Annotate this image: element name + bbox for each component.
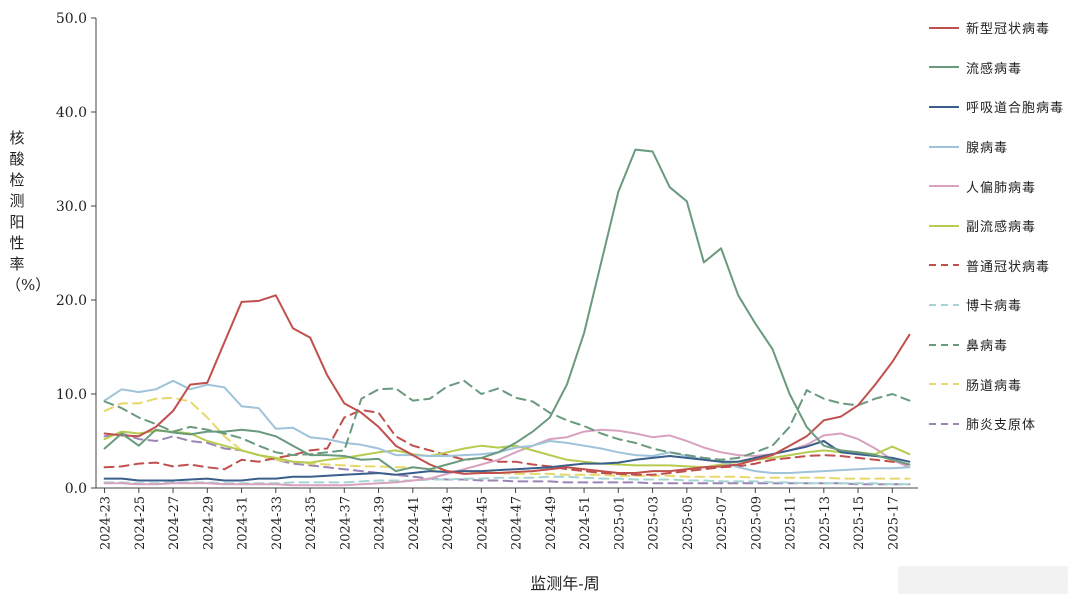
legend-item: 人偏肺病毒	[928, 166, 1078, 206]
x-tick-label: 2025-05	[681, 496, 696, 550]
legend-swatch	[929, 264, 959, 267]
legend-label: 肠道病毒	[966, 378, 1023, 394]
x-tick-label: 2024-37	[338, 496, 353, 550]
legend-swatch	[929, 383, 959, 386]
x-tick-label: 2025-03	[647, 496, 662, 550]
legend-label: 新型冠状病毒	[966, 22, 1051, 38]
x-tick-label: 2024-33	[270, 496, 285, 550]
legend-swatch	[929, 26, 959, 29]
legend-label: 博卡病毒	[966, 299, 1023, 315]
legend-label: 鼻病毒	[966, 339, 1009, 355]
legend-swatch	[929, 224, 959, 227]
series-line-9	[103, 379, 911, 461]
series-line-2	[103, 148, 911, 473]
legend-item: 鼻病毒	[928, 325, 1078, 365]
legend-swatch	[929, 185, 959, 188]
x-tick-label: 2024-35	[304, 496, 319, 550]
y-axis-title: 核酸检测阳性率（%）	[6, 129, 51, 294]
legend-swatch	[929, 422, 959, 425]
x-tick-label: 2024-31	[236, 496, 251, 550]
legend-label: 人偏肺病毒	[966, 180, 1037, 196]
x-tick-label: 2024-45	[475, 496, 490, 550]
chart-legend: 新型冠状病毒 流感病毒呼吸道合胞病毒 腺病毒人偏肺病毒副流感病毒普通冠状病毒 博卡病毒…	[928, 8, 1078, 444]
legend-item: 呼吸道合胞病毒	[928, 87, 1078, 127]
y-tick-label: 30.0	[56, 199, 87, 215]
legend-label: 肺炎支原体	[966, 418, 1037, 434]
y-tick-label: 40.0	[56, 105, 87, 121]
legend-item: 新型冠状病毒	[928, 8, 1078, 48]
series-line-4	[103, 379, 911, 474]
x-tick-label: 2025-01	[612, 496, 627, 550]
legend-swatch	[929, 303, 959, 306]
x-tick-label: 2025-15	[852, 496, 867, 550]
chart-axes: 0.0 10.0 20.0 30.0 40.0 50.0 2024-23 2024-25 202…	[56, 11, 918, 550]
legend-label: 腺病毒	[966, 141, 1009, 157]
legend-item: 肠道病毒	[928, 364, 1078, 404]
x-tick-label: 2025-11	[784, 496, 799, 550]
y-tick-label: 50.0	[56, 11, 87, 27]
x-tick-label: 2025-07	[715, 496, 730, 550]
y-tick-label: 0.0	[65, 481, 87, 497]
legend-swatch	[929, 66, 959, 69]
x-tick-label: 2024-49	[544, 496, 559, 550]
legend-item: 流感病毒	[928, 48, 1078, 88]
series-line-10	[103, 396, 911, 480]
x-tick-label: 2025-09	[749, 496, 764, 550]
legend-swatch	[929, 105, 959, 108]
series-line-1	[103, 294, 911, 475]
x-tick-label: 2024-51	[578, 496, 593, 550]
x-tick-label: 2024-39	[373, 496, 388, 550]
x-tick-label: 2024-43	[441, 496, 456, 550]
x-tick-label: 2025-17	[886, 496, 901, 550]
legend-item: 肺炎支原体	[928, 404, 1078, 444]
legend-label: 普通冠状病毒	[966, 259, 1051, 275]
x-axis-title: 监测年-周	[530, 574, 600, 593]
x-tick-label: 2024-41	[407, 496, 422, 550]
x-tick-label: 2025-13	[818, 496, 833, 550]
series-line-7	[103, 409, 911, 476]
series-layer	[103, 148, 911, 487]
x-tick-label: 2024-29	[201, 496, 216, 550]
legend-item: 腺病毒	[928, 127, 1078, 167]
legend-label: 流感病毒	[966, 61, 1023, 77]
x-tick-label: 2024-47	[510, 496, 525, 550]
x-tick-label: 2024-25	[133, 496, 148, 550]
legend-swatch	[929, 145, 959, 148]
legend-item: 普通冠状病毒	[928, 246, 1078, 286]
y-tick-label: 10.0	[56, 387, 87, 403]
legend-swatch	[929, 343, 959, 346]
legend-label: 呼吸道合胞病毒	[966, 101, 1065, 117]
x-tick-label: 2024-27	[167, 496, 182, 550]
y-tick-label: 20.0	[56, 293, 87, 309]
watermark-box	[898, 566, 1068, 594]
legend-item: 副流感病毒	[928, 206, 1078, 246]
x-tick-label: 2024-23	[99, 496, 114, 550]
legend-item: 博卡病毒	[928, 285, 1078, 325]
legend-label: 副流感病毒	[966, 220, 1037, 236]
